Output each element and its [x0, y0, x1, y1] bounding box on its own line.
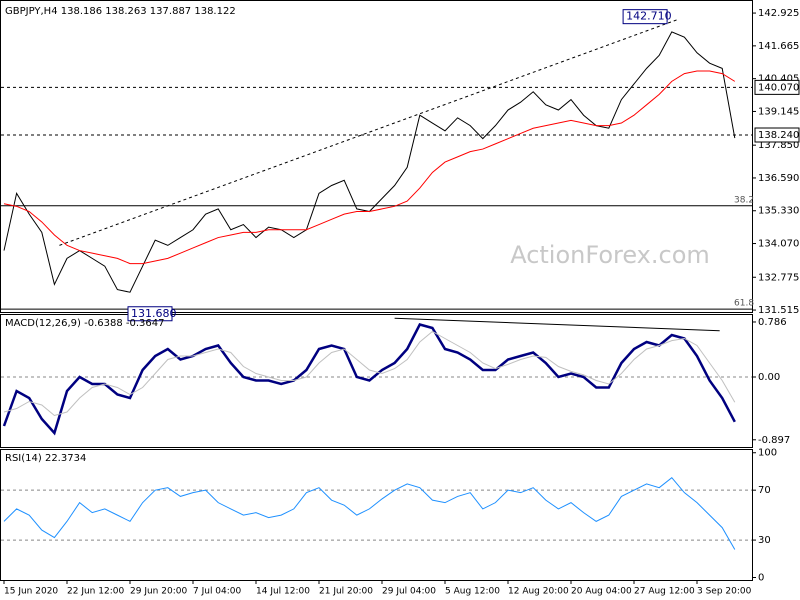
x-tick-label: 5 Aug 12:00	[445, 587, 500, 597]
x-tick-label: 3 Sep 20:00	[697, 587, 752, 597]
trend-line	[59, 18, 680, 246]
y-tick-label: 70	[758, 485, 771, 496]
x-tick-label: 12 Aug 20:00	[508, 587, 569, 597]
panel-title: RSI(14) 22.3734	[5, 453, 86, 464]
trend-line	[394, 317, 720, 332]
series-line	[3, 330, 736, 417]
y-tick-label: 134.070	[758, 239, 799, 250]
x-tick-label: 29 Jul 04:00	[382, 587, 436, 597]
h-line-label: 140.070	[758, 82, 799, 93]
series-line	[3, 70, 736, 265]
extreme-box	[622, 9, 668, 25]
x-tick-label: 20 Aug 04:00	[571, 587, 632, 597]
y-tick-label: 0.00	[758, 372, 780, 383]
x-tick-label: 22 Jun 12:00	[67, 587, 124, 597]
extreme-label: 142.710	[626, 10, 672, 23]
watermark: ActionForex.com	[510, 241, 710, 269]
panel-title: GBPJPY,H4 138.186 138.263 137.887 138.12…	[5, 6, 236, 17]
y-tick-label: 139.145	[758, 106, 799, 117]
series-line	[3, 477, 736, 550]
y-tick-label: 141.665	[758, 41, 799, 52]
y-tick-label: 100	[758, 448, 777, 459]
extreme-label: 131.680	[131, 307, 177, 320]
x-tick-label: 7 Jul 04:00	[193, 587, 242, 597]
panel-title: MACD(12,26,9) -0.6388 -0.3647	[5, 318, 165, 329]
y-tick-label: 137.850	[758, 140, 799, 151]
macd-panel	[0, 314, 753, 448]
y-tick-label: 131.515	[758, 305, 799, 316]
x-tick-label: 21 Jul 20:00	[319, 587, 373, 597]
y-tick-label: 142.925	[758, 8, 799, 19]
h-line-box	[754, 79, 800, 95]
y-tick-label: 0.786	[758, 317, 787, 328]
extreme-box	[127, 306, 173, 322]
price-panel	[0, 0, 753, 313]
y-tick-label: 140.405	[758, 74, 799, 85]
x-tick-label: 29 Jun 20:00	[130, 587, 187, 597]
y-tick-label: 132.775	[758, 272, 799, 283]
h-line-label: 138.240	[758, 130, 799, 141]
y-tick-label: -0.897	[758, 435, 790, 446]
x-tick-label: 27 Aug 12:00	[634, 587, 695, 597]
fib-label: 38.2	[734, 195, 754, 205]
y-tick-label: 135.330	[758, 206, 799, 217]
x-tick-label: 14 Jul 12:00	[256, 587, 310, 597]
fib-label: 61.8	[734, 299, 754, 309]
h-line-box	[754, 127, 800, 143]
x-tick-label: 15 Jun 2020	[4, 587, 58, 597]
series-line	[2, 323, 736, 436]
y-tick-label: 30	[758, 535, 771, 546]
rsi-panel	[0, 449, 753, 581]
y-tick-label: 136.590	[758, 173, 799, 184]
y-tick-label: 0	[758, 573, 764, 584]
